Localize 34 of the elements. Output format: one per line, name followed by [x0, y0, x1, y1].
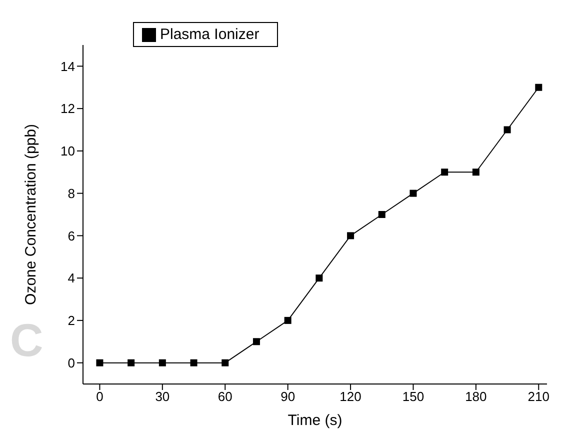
legend-label: Plasma Ionizer	[160, 26, 260, 43]
y-tick-label: 0	[68, 355, 75, 370]
x-axis-title: Time (s)	[288, 412, 342, 429]
y-tick-label: 2	[68, 313, 75, 328]
point	[472, 168, 480, 176]
x-tick-label: 180	[465, 389, 487, 404]
point	[441, 168, 448, 176]
point	[190, 359, 198, 366]
point	[535, 84, 542, 91]
y-tick-label: 8	[68, 186, 75, 201]
y-tick-label: 14	[60, 58, 75, 74]
point	[252, 338, 260, 346]
x-tick-label: 90	[280, 389, 296, 404]
point	[158, 359, 166, 366]
x-tick-label: 150	[402, 389, 424, 404]
point	[284, 316, 292, 324]
x-tick-label: 60	[218, 389, 232, 404]
x-tick-label: 120	[340, 389, 362, 404]
point	[504, 126, 511, 134]
point	[410, 190, 417, 197]
x-tick-label: 0	[96, 389, 104, 404]
point	[128, 359, 135, 366]
y-axis-title: Ozone Concentration (ppb)	[22, 124, 40, 305]
point	[378, 211, 386, 218]
point	[347, 232, 354, 240]
x-tick-label: 210	[528, 389, 550, 404]
y-tick-label: 10	[60, 144, 75, 159]
y-tick-label: 4	[68, 270, 75, 286]
x-tick-label: 30	[155, 389, 170, 404]
point	[316, 274, 323, 282]
point	[96, 359, 104, 366]
y-tick-label: 12	[60, 101, 75, 116]
point	[222, 359, 229, 366]
y-tick-label: 6	[68, 228, 75, 244]
